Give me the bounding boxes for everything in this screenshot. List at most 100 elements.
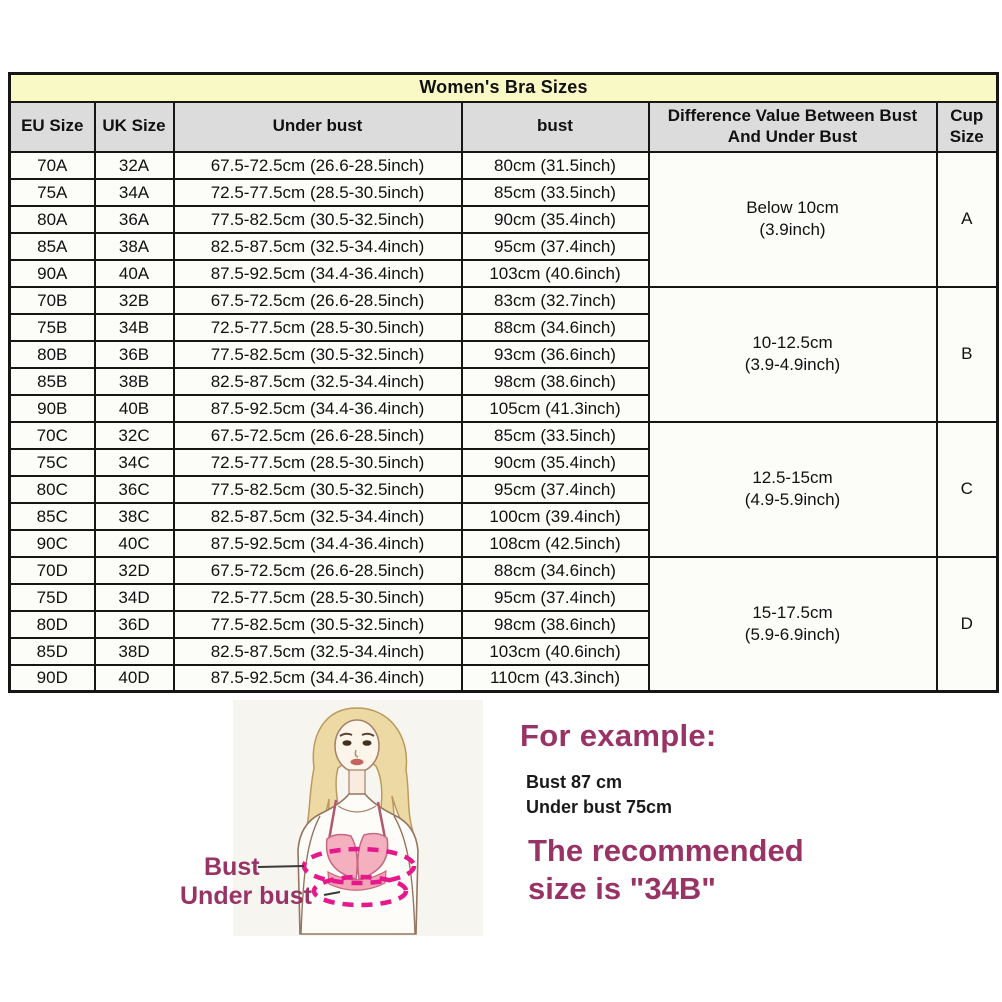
under-bust-cell: 77.5-82.5cm (30.5-32.5inch) (172, 204, 463, 234)
size-row-75A: 75A 34A 72.5-77.5cm (28.5-30.5inch) 85cm (3… (8, 177, 998, 207)
under-bust-cell: 77.5-82.5cm (30.5-32.5inch) (172, 339, 463, 369)
uk-size-cell: 40B (93, 393, 175, 423)
under-bust-cell: 87.5-92.5cm (34.4-36.4inch) (172, 528, 463, 558)
eu-size-cell: 90B (8, 393, 96, 423)
woman-sketch-illustration: Bust Under bust (180, 700, 483, 936)
under-bust-cell: 82.5-87.5cm (32.5-34.4inch) (172, 501, 463, 531)
table-header-row: EU Size UK Size Under bust bust Differen… (8, 100, 999, 153)
bust-cell: 105cm (41.3inch) (460, 393, 650, 423)
bust-cell: 88cm (34.6inch) (460, 312, 650, 342)
size-row-80D: 80D 36D 77.5-82.5cm (30.5-32.5inch) 98cm (3… (8, 609, 998, 639)
under-bust-cell: 72.5-77.5cm (28.5-30.5inch) (172, 312, 463, 342)
under-bust-cell: 82.5-87.5cm (32.5-34.4inch) (172, 366, 463, 396)
cup-size-cell-A: A (935, 150, 999, 288)
eu-size-cell: 75A (8, 177, 96, 207)
header-bust: bust (460, 100, 650, 153)
uk-size-cell: 40C (93, 528, 175, 558)
difference-line2: (3.9inch) (759, 220, 826, 239)
under-bust-cell: 67.5-72.5cm (26.6-28.5inch) (172, 285, 463, 315)
eu-size-cell: 90A (8, 258, 96, 288)
right-bra-cup (357, 832, 389, 880)
eu-size-cell: 80D (8, 609, 96, 639)
under-bust-cell: 87.5-92.5cm (34.4-36.4inch) (172, 663, 463, 693)
eu-size-cell: 80B (8, 339, 96, 369)
size-row-90C: 90C 40C 87.5-92.5cm (34.4-36.4inch) 108cm (… (8, 528, 998, 558)
bust-cell: 95cm (37.4inch) (460, 582, 650, 612)
under-bust-cell: 67.5-72.5cm (26.6-28.5inch) (172, 150, 463, 180)
difference-cell-cup-B: 10-12.5cm (3.9-4.9inch) (647, 285, 938, 423)
collarbone-line (337, 805, 377, 813)
uk-size-cell: 38C (93, 501, 175, 531)
eu-size-cell: 70A (8, 150, 96, 180)
bust-cell: 98cm (38.6inch) (460, 609, 650, 639)
bra-size-table: Women's Bra Sizes EU Size UK Size Under … (8, 72, 1000, 693)
size-row-85D: 85D 38D 82.5-87.5cm (32.5-34.4inch) 103cm (… (8, 636, 998, 666)
difference-line1: 10-12.5cm (752, 332, 833, 352)
eu-size-cell: 75C (8, 447, 96, 477)
difference-line2: (5.9-6.9inch) (744, 624, 841, 644)
under-bust-cell: 77.5-82.5cm (30.5-32.5inch) (172, 474, 463, 504)
size-row-75D: 75D 34D 72.5-77.5cm (28.5-30.5inch) 95cm (3… (8, 582, 998, 612)
eu-size-cell: 80A (8, 204, 96, 234)
bust-cell: 88cm (34.6inch) (460, 555, 650, 585)
size-row-90A: 90A 40A 87.5-92.5cm (34.4-36.4inch) 103cm (… (8, 258, 998, 288)
under-bust-pointer-line (323, 891, 341, 896)
size-row-85C: 85C 38C 82.5-87.5cm (32.5-34.4inch) 100cm (… (8, 501, 998, 531)
difference-cell-cup-A: Below 10cm (3.9inch) (647, 150, 938, 288)
size-row-80C: 80C 36C 77.5-82.5cm (30.5-32.5inch) 95cm (3… (8, 474, 998, 504)
under-bust-cell: 67.5-72.5cm (26.6-28.5inch) (172, 555, 463, 585)
under-bust-measure-ellipse (311, 874, 409, 908)
bust-cell: 95cm (37.4inch) (460, 231, 650, 261)
recommended-size-line2: size is "34B" (528, 871, 716, 906)
cup-size-cell-C: C (935, 420, 999, 558)
bust-label: Bust (204, 853, 260, 881)
uk-size-cell: 36C (93, 474, 175, 504)
example-under-bust-value: Under bust 75cm (526, 797, 673, 817)
size-row-70D: 70D 32D 67.5-72.5cm (26.6-28.5inch) 88cm (3… (8, 555, 999, 693)
example-section: For example: Bust 87 cm Under bust 75cm … (520, 718, 960, 908)
cup-size-cell-D: D (935, 555, 999, 693)
header-uk-size: UK Size (93, 100, 175, 153)
eu-size-cell: 85D (8, 636, 96, 666)
eu-size-cell: 80C (8, 474, 96, 504)
uk-size-cell: 34A (93, 177, 175, 207)
right-eyebrow (361, 732, 375, 737)
right-bra-strap (376, 801, 387, 839)
cup-size-cell-B: B (935, 285, 999, 423)
under-bust-label: Under bust (180, 882, 313, 910)
uk-size-cell: 34B (93, 312, 175, 342)
eu-size-cell: 90C (8, 528, 96, 558)
uk-size-cell: 34C (93, 447, 175, 477)
bust-cell: 98cm (38.6inch) (460, 366, 650, 396)
eu-size-cell: 90D (8, 663, 96, 693)
size-row-70B: 70B 32B 67.5-72.5cm (26.6-28.5inch) 83cm (3… (8, 285, 999, 423)
bust-cell: 95cm (37.4inch) (460, 474, 650, 504)
bust-cell: 110cm (43.3inch) (460, 663, 650, 693)
bust-cell: 90cm (35.4inch) (460, 447, 650, 477)
size-row-85B: 85B 38B 82.5-87.5cm (32.5-34.4inch) 98cm (3… (8, 366, 998, 396)
size-row-70C: 70C 32C 67.5-72.5cm (26.6-28.5inch) 85cm (3… (8, 420, 999, 558)
eu-size-cell: 85B (8, 366, 96, 396)
table-title-row: Women's Bra Sizes (8, 72, 999, 103)
eu-size-cell: 70D (8, 555, 96, 585)
uk-size-cell: 40A (93, 258, 175, 288)
under-bust-cell: 77.5-82.5cm (30.5-32.5inch) (172, 609, 463, 639)
left-eyebrow (339, 732, 353, 737)
bust-cell: 90cm (35.4inch) (460, 204, 650, 234)
eu-size-cell: 85A (8, 231, 96, 261)
size-row-80B: 80B 36B 77.5-82.5cm (30.5-32.5inch) 93cm (3… (8, 339, 998, 369)
difference-line2: (4.9-5.9inch) (744, 490, 841, 509)
bust-cell: 80cm (31.5inch) (460, 150, 650, 180)
difference-cell-cup-C: 12.5-15cm (4.9-5.9inch) (647, 420, 938, 558)
under-bust-cell: 82.5-87.5cm (32.5-34.4inch) (172, 636, 463, 666)
left-bra-cup (325, 833, 358, 880)
header-cup-size: Cup Size (935, 100, 999, 153)
size-row-85A: 85A 38A 82.5-87.5cm (32.5-34.4inch) 95cm (3… (8, 231, 998, 261)
recommended-size-line1: The recommended (528, 833, 804, 868)
left-bra-strap (327, 799, 338, 841)
bust-cell: 103cm (40.6inch) (460, 636, 650, 666)
eu-size-cell: 70C (8, 420, 96, 450)
header-under-bust: Under bust (172, 100, 463, 153)
size-row-90B: 90B 40B 87.5-92.5cm (34.4-36.4inch) 105cm (… (8, 393, 998, 423)
bust-cell: 83cm (32.7inch) (460, 285, 650, 315)
